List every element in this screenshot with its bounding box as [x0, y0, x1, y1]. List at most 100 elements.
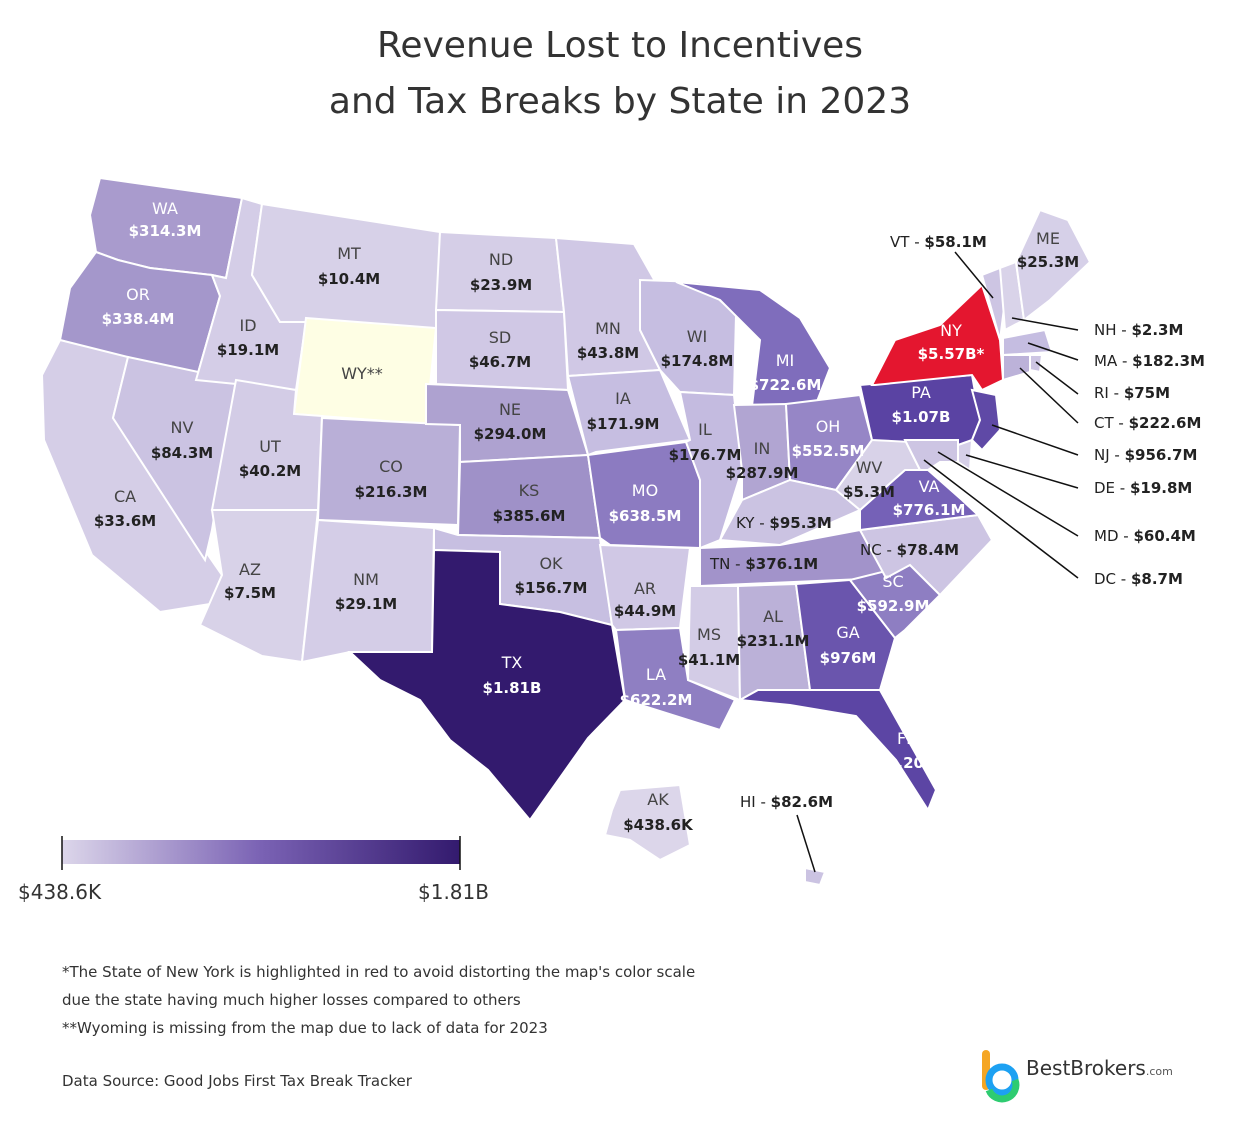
- callout-nh-abbr: NH: [1094, 321, 1117, 339]
- state-labels: WA $314.3M OR $338.4M CA $33.6M NV $84.3…: [94, 199, 1079, 834]
- callout-ma-value: $182.3M: [1132, 352, 1205, 370]
- callout-ri-abbr: RI: [1094, 384, 1109, 402]
- label-me-abbr: ME: [1036, 229, 1060, 248]
- label-ia-value: $171.9M: [587, 415, 660, 433]
- callout-de-abbr: DE: [1094, 479, 1115, 497]
- label-nm-value: $29.1M: [335, 595, 397, 613]
- callout-hi: HI - $82.6M: [740, 793, 833, 811]
- label-fl-value: $1.20B: [877, 754, 936, 772]
- callout-ma: MA - $182.3M: [1094, 352, 1205, 370]
- label-oh-abbr: OH: [816, 417, 841, 436]
- label-pa-abbr: PA: [911, 383, 931, 402]
- label-ms-value: $41.1M: [678, 651, 740, 669]
- callout-md-value: $60.4M: [1133, 527, 1195, 545]
- label-ga-abbr: GA: [836, 623, 859, 642]
- label-ak-value: $438.6K: [623, 816, 694, 834]
- state-md[interactable]: [903, 439, 959, 471]
- label-mt-abbr: MT: [337, 244, 361, 263]
- brand-domain: .com: [1145, 1065, 1173, 1078]
- callout-vt-value: $58.1M: [924, 233, 986, 251]
- label-tx-value: $1.81B: [483, 679, 542, 697]
- state-nm[interactable]: [300, 518, 436, 664]
- label-mn-value: $43.8M: [577, 344, 639, 362]
- state-ak[interactable]: [603, 783, 692, 862]
- label-co-abbr: CO: [379, 457, 403, 476]
- callout-ct-abbr: CT: [1094, 414, 1114, 432]
- state-fl[interactable]: [736, 689, 938, 813]
- callout-hi-value: $82.6M: [771, 793, 833, 811]
- state-ia[interactable]: [566, 368, 692, 457]
- label-ks-value: $385.6M: [493, 507, 566, 525]
- label-or-abbr: OR: [126, 285, 150, 304]
- callout-md-abbr: MD: [1094, 527, 1119, 545]
- label-ky-value: $95.3M: [769, 514, 831, 532]
- label-me-value: $25.3M: [1017, 253, 1079, 271]
- label-ky: KY - $95.3M: [736, 514, 832, 532]
- label-nd-abbr: ND: [489, 250, 513, 269]
- callout-hi-abbr: HI: [740, 793, 756, 811]
- label-sc-value: $592.9M: [857, 597, 930, 615]
- label-id-abbr: ID: [239, 316, 256, 335]
- state-la[interactable]: [614, 626, 737, 732]
- label-ar-abbr: AR: [634, 579, 656, 598]
- callout-dc-value: $8.7M: [1131, 570, 1183, 588]
- label-il-abbr: IL: [698, 420, 712, 439]
- label-in-abbr: IN: [754, 439, 771, 458]
- callout-vt: VT - $58.1M: [890, 233, 987, 251]
- footnote-line-3: **Wyoming is missing from the map due to…: [62, 1019, 548, 1037]
- label-wv-abbr: WV: [856, 458, 883, 477]
- label-mo-abbr: MO: [632, 481, 658, 500]
- label-nv-value: $84.3M: [151, 444, 213, 462]
- callout-dc: DC - $8.7M: [1094, 570, 1183, 588]
- state-ri[interactable]: [1029, 354, 1044, 374]
- label-or-value: $338.4M: [102, 310, 175, 328]
- state-shapes: [40, 176, 1092, 887]
- label-nm-abbr: NM: [353, 570, 379, 589]
- label-ne-value: $294.0M: [474, 425, 547, 443]
- footnote-line-2: due the state having much higher losses …: [62, 991, 521, 1009]
- label-ia-abbr: IA: [615, 389, 631, 408]
- data-source: Data Source: Good Jobs First Tax Break T…: [62, 1072, 412, 1090]
- label-ny-abbr: NY: [940, 321, 962, 340]
- label-ca-value: $33.6M: [94, 512, 156, 530]
- label-nc-abbr: NC: [860, 541, 882, 559]
- state-ct[interactable]: [1002, 354, 1031, 382]
- state-nj[interactable]: [970, 388, 1002, 452]
- label-pa-value: $1.07B: [892, 408, 951, 426]
- callout-ma-abbr: MA: [1094, 352, 1118, 370]
- label-tx-abbr: TX: [501, 653, 523, 672]
- label-al-abbr: AL: [763, 607, 783, 626]
- callout-nj-value: $956.7M: [1125, 446, 1198, 464]
- label-nc: NC - $78.4M: [860, 541, 959, 559]
- callout-nh: NH - $2.3M: [1094, 321, 1183, 339]
- state-sd[interactable]: [435, 308, 570, 392]
- state-tx[interactable]: [347, 548, 627, 822]
- label-az-value: $7.5M: [224, 584, 276, 602]
- state-mt[interactable]: [250, 202, 442, 332]
- state-ny[interactable]: [870, 283, 1005, 392]
- brand-logo: BestBrokers .com: [1020, 1056, 1173, 1088]
- label-mo-value: $638.5M: [609, 507, 682, 525]
- brand-name: BestBrokers: [1026, 1056, 1146, 1080]
- map-title: Revenue Lost to Incentives and Tax Break…: [0, 18, 1240, 130]
- state-hi[interactable]: [804, 866, 827, 887]
- legend-gradient-bar: [62, 840, 460, 864]
- label-fl-abbr: FL: [897, 729, 915, 748]
- label-tn: TN - $376.1M: [709, 555, 818, 573]
- label-ok-abbr: OK: [539, 554, 563, 573]
- label-ny-value: $5.57B*: [918, 345, 985, 363]
- label-az-abbr: AZ: [239, 560, 261, 579]
- label-ok-value: $156.7M: [515, 579, 588, 597]
- callout-ct-value: $222.6M: [1129, 414, 1202, 432]
- callout-labels: VT - $58.1M NH - $2.3M MA - $182.3M RI -…: [740, 233, 1205, 811]
- label-oh-value: $552.5M: [792, 442, 865, 460]
- footnotes: *The State of New York is highlighted in…: [62, 958, 695, 1042]
- bestbrokers-logo-mark: [982, 1050, 1020, 1103]
- label-ms-abbr: MS: [697, 625, 721, 644]
- label-va-value: $776.1M: [893, 501, 966, 519]
- state-nd[interactable]: [434, 230, 566, 314]
- callout-nj-abbr: NJ: [1094, 446, 1110, 464]
- label-va-abbr: VA: [919, 477, 940, 496]
- state-ma[interactable]: [1002, 328, 1054, 357]
